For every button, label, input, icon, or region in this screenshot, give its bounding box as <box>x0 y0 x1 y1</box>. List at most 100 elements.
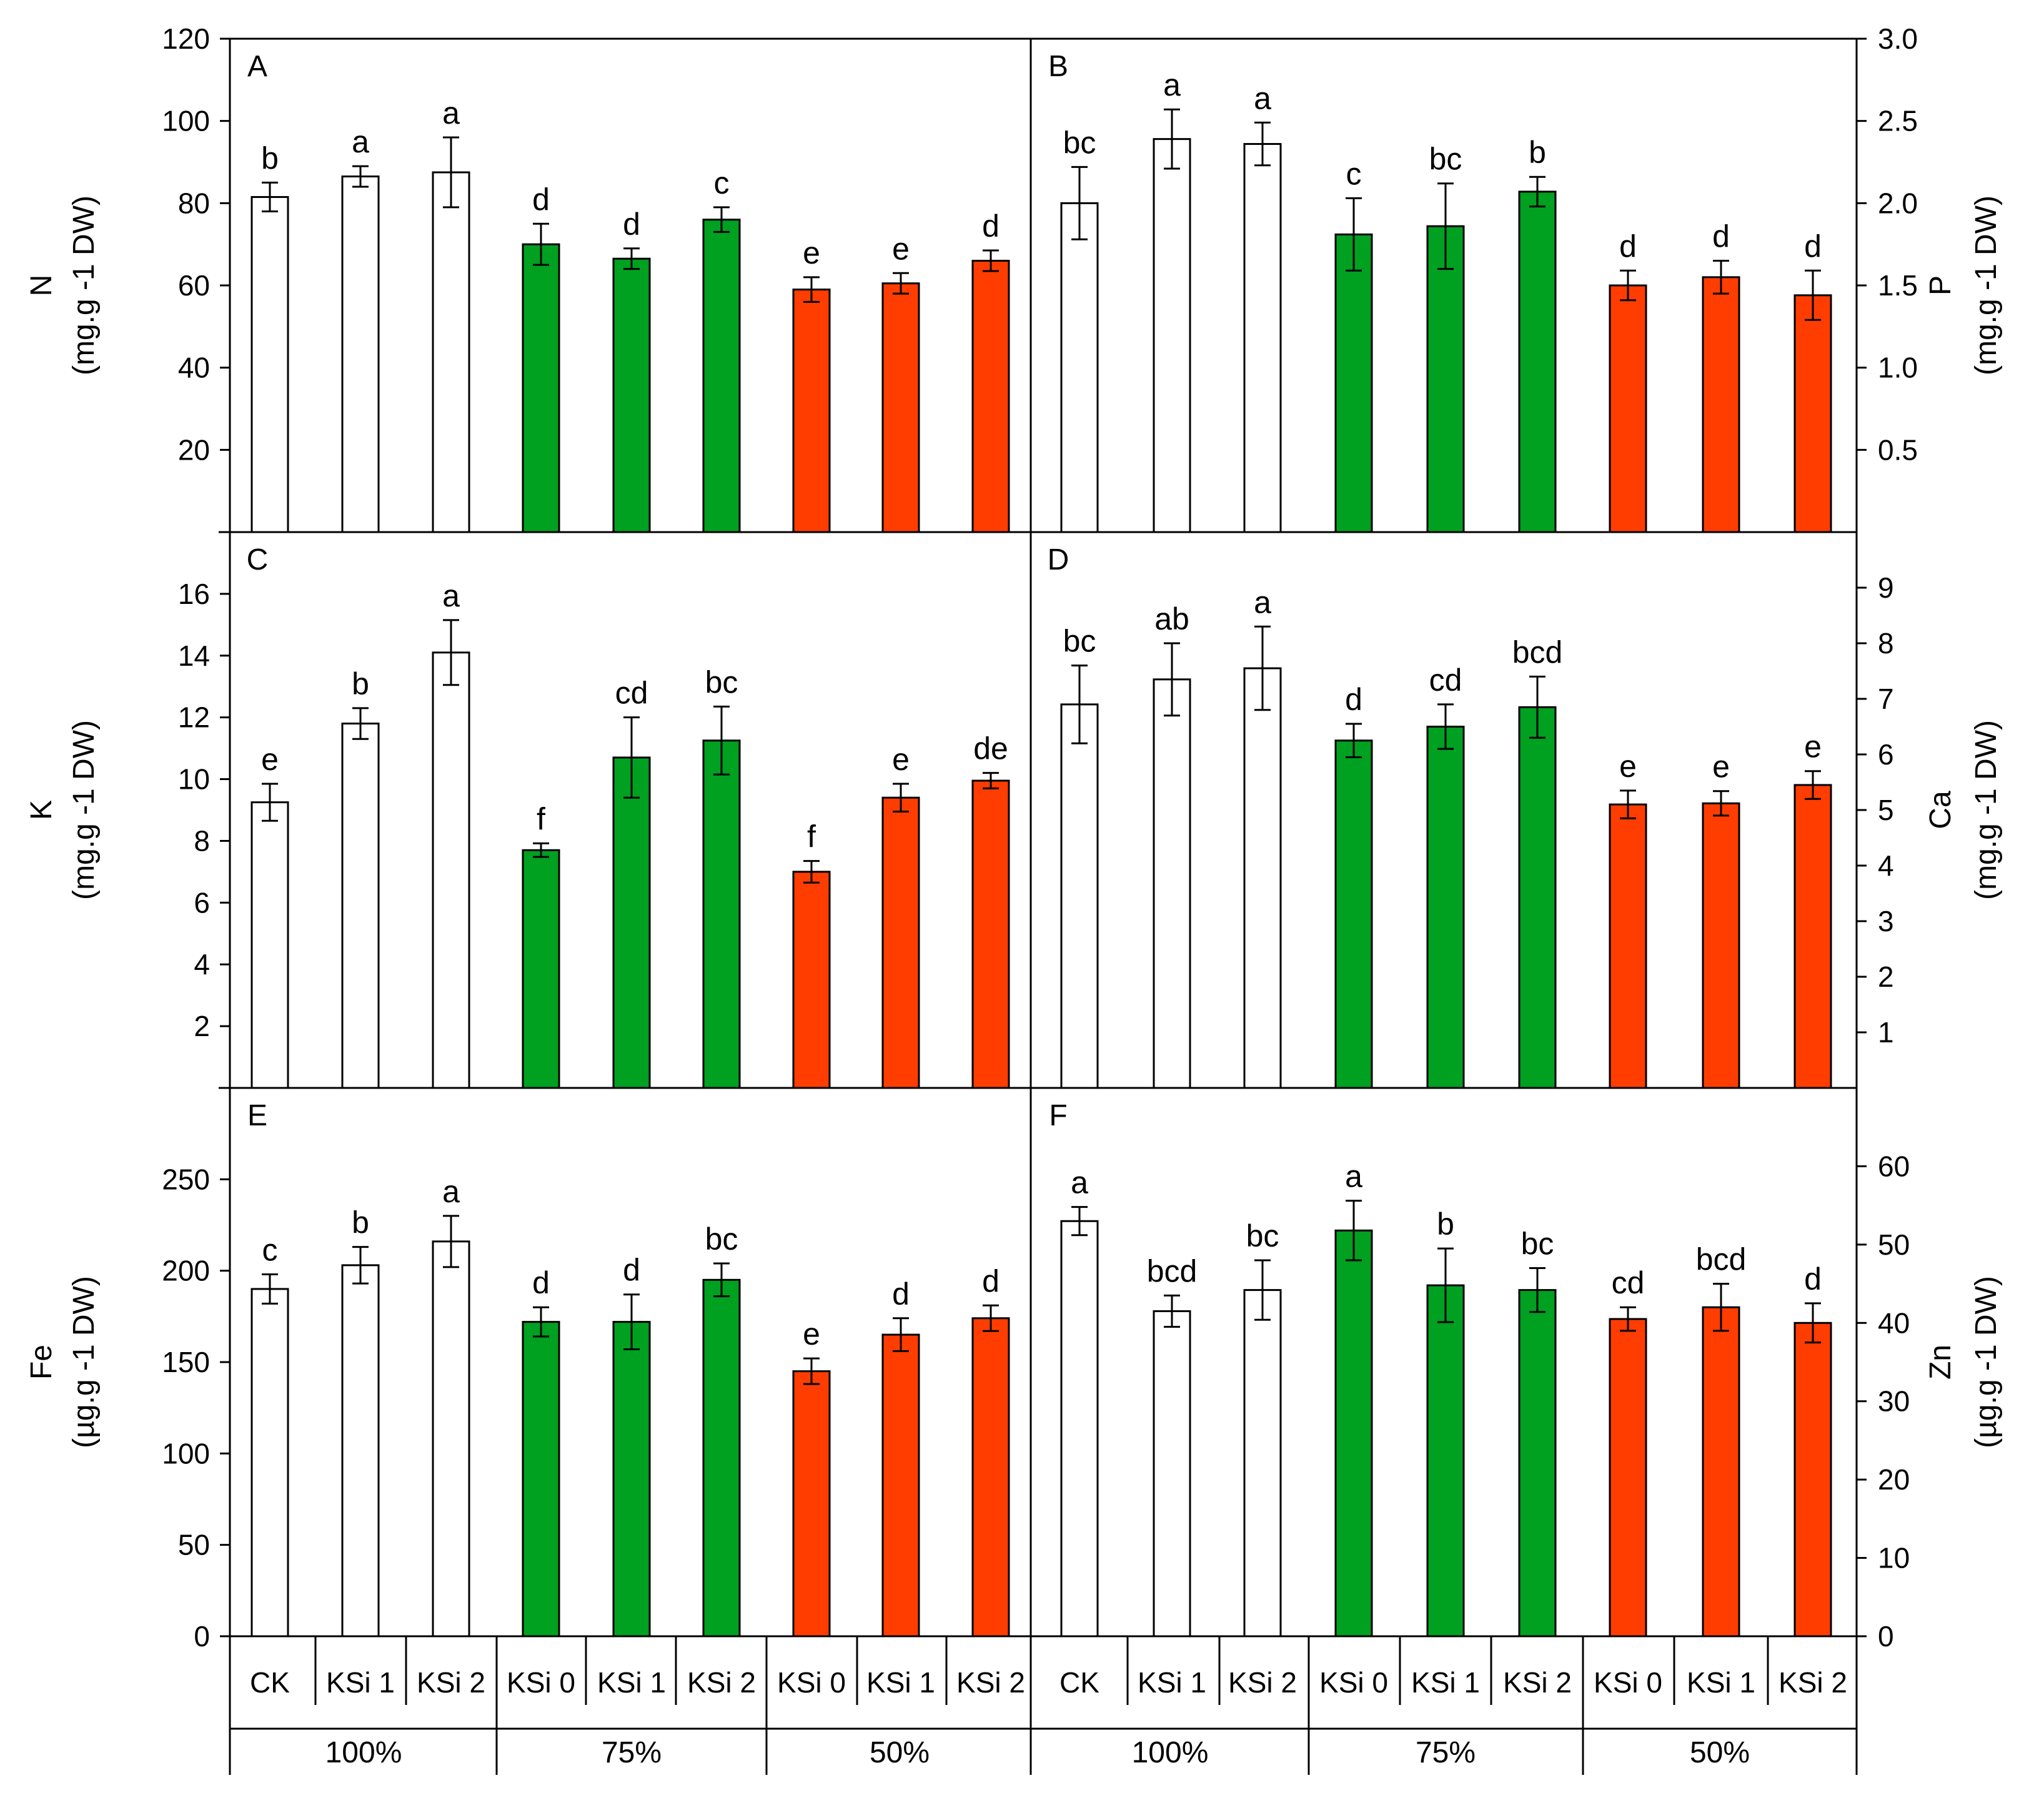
category-label: KSi 0 <box>507 1666 575 1699</box>
bar-b-5 <box>1426 225 1465 533</box>
bar-d-8 <box>1702 802 1740 1089</box>
bar-a-5 <box>612 257 651 533</box>
significance-letter-c-6: bc <box>705 664 738 699</box>
y-tick-label-f: 10 <box>1878 1542 1910 1574</box>
category-label: KSi 2 <box>687 1666 756 1699</box>
significance-letter-e-3: a <box>442 1174 460 1209</box>
significance-letter-c-1: e <box>261 742 279 777</box>
significance-letter-c-9: de <box>973 731 1008 766</box>
bar-e-8 <box>881 1333 920 1638</box>
y-tick-label-e: 100 <box>162 1437 210 1470</box>
group-label: 50% <box>870 1736 930 1769</box>
bar-c-2 <box>341 723 380 1089</box>
bar-f-9 <box>1793 1321 1832 1638</box>
significance-letter-e-4: d <box>532 1265 550 1300</box>
significance-letter-a-8: e <box>892 231 910 266</box>
y-tick-label-c: 4 <box>194 948 210 981</box>
significance-letter-a-6: c <box>714 165 730 200</box>
bar-d-6 <box>1518 706 1557 1089</box>
y-tick-label-b: 0.5 <box>1878 433 1918 466</box>
y-tick-label-f: 30 <box>1878 1385 1910 1418</box>
significance-letter-c-8: e <box>892 742 910 777</box>
bar-c-9 <box>971 779 1010 1089</box>
bar-a-3 <box>432 171 470 533</box>
y-tick-label-c: 16 <box>178 578 210 610</box>
bar-c-6 <box>702 739 741 1089</box>
category-label: KSi 2 <box>417 1666 485 1699</box>
significance-letter-e-6: bc <box>705 1222 738 1257</box>
significance-letter-b-9: d <box>1804 229 1822 264</box>
bar-f-6 <box>1518 1289 1557 1638</box>
significance-letter-c-7: f <box>807 819 816 854</box>
y-tick-label-c: 10 <box>178 763 210 796</box>
category-label: CK <box>250 1666 290 1699</box>
significance-letter-f-7: cd <box>1612 1265 1645 1300</box>
bar-f-7 <box>1609 1318 1647 1638</box>
significance-letter-f-1: a <box>1071 1165 1088 1200</box>
significance-letter-e-1: c <box>262 1233 278 1268</box>
bar-d-3 <box>1243 667 1282 1089</box>
bar-b-8 <box>1702 276 1740 533</box>
significance-letter-f-4: a <box>1345 1159 1362 1194</box>
significance-letter-d-4: d <box>1345 682 1362 717</box>
y-tick-label-a: 20 <box>178 433 210 466</box>
bar-c-4 <box>522 849 560 1089</box>
bar-c-8 <box>881 796 920 1089</box>
significance-letter-d-2: ab <box>1154 601 1189 636</box>
y-axis-unit-c: (mg.g -1 DW) <box>67 720 101 900</box>
significance-letter-f-6: bc <box>1521 1226 1554 1261</box>
y-tick-label-e: 150 <box>162 1346 210 1378</box>
y-tick-label-c: 2 <box>194 1010 210 1042</box>
group-label: 100% <box>1132 1736 1209 1769</box>
bar-b-6 <box>1518 190 1557 533</box>
significance-letter-e-7: e <box>803 1316 820 1351</box>
bar-f-8 <box>1702 1306 1740 1638</box>
category-label: CK <box>1059 1666 1099 1699</box>
significance-letter-b-7: d <box>1619 229 1637 264</box>
group-label: 100% <box>325 1736 402 1769</box>
y-tick-label-d: 2 <box>1878 961 1894 993</box>
bar-a-9 <box>971 260 1010 533</box>
y-tick-label-a: 60 <box>178 269 210 302</box>
y-tick-label-f: 50 <box>1878 1228 1910 1261</box>
bar-f-2 <box>1153 1310 1191 1638</box>
y-tick-label-a: 120 <box>162 22 210 55</box>
bar-f-1 <box>1060 1220 1099 1638</box>
category-label: KSi 2 <box>1503 1666 1572 1699</box>
y-axis-element-b: P <box>1924 275 1957 295</box>
significance-letter-d-7: e <box>1619 749 1637 784</box>
bar-a-1 <box>251 195 289 533</box>
significance-letter-a-3: a <box>442 96 460 131</box>
y-tick-label-c: 8 <box>194 824 210 857</box>
y-tick-label-e: 200 <box>162 1255 210 1287</box>
significance-letter-c-5: cd <box>615 676 648 711</box>
bar-d-4 <box>1334 739 1373 1089</box>
significance-letter-f-5: b <box>1437 1207 1454 1242</box>
bar-c-5 <box>612 756 651 1089</box>
bar-e-3 <box>432 1240 470 1638</box>
group-label: 75% <box>1416 1736 1476 1769</box>
significance-letter-d-1: bc <box>1063 624 1096 659</box>
bar-d-7 <box>1609 803 1647 1089</box>
panel-letter-c: C <box>247 543 269 576</box>
panel-letter-d: D <box>1048 543 1069 576</box>
y-tick-label-d: 5 <box>1878 794 1894 826</box>
significance-letter-e-5: d <box>623 1253 640 1288</box>
bar-d-5 <box>1426 726 1465 1089</box>
significance-letter-b-3: a <box>1254 81 1271 116</box>
y-tick-label-d: 4 <box>1878 849 1894 882</box>
significance-letter-d-8: e <box>1712 749 1730 784</box>
bar-a-8 <box>881 282 920 533</box>
y-tick-label-b: 2.0 <box>1878 187 1918 219</box>
y-tick-label-b: 1.5 <box>1878 269 1918 302</box>
y-tick-label-d: 3 <box>1878 905 1894 937</box>
category-label: KSi 2 <box>1779 1666 1847 1699</box>
category-label: KSi 1 <box>1687 1666 1755 1699</box>
y-tick-label-f: 0 <box>1878 1620 1894 1652</box>
significance-letter-a-7: e <box>803 235 820 270</box>
significance-letter-b-4: c <box>1346 156 1362 191</box>
bar-d-1 <box>1060 703 1099 1089</box>
category-label: KSi 0 <box>1319 1666 1388 1699</box>
category-label: KSi 1 <box>866 1666 935 1699</box>
